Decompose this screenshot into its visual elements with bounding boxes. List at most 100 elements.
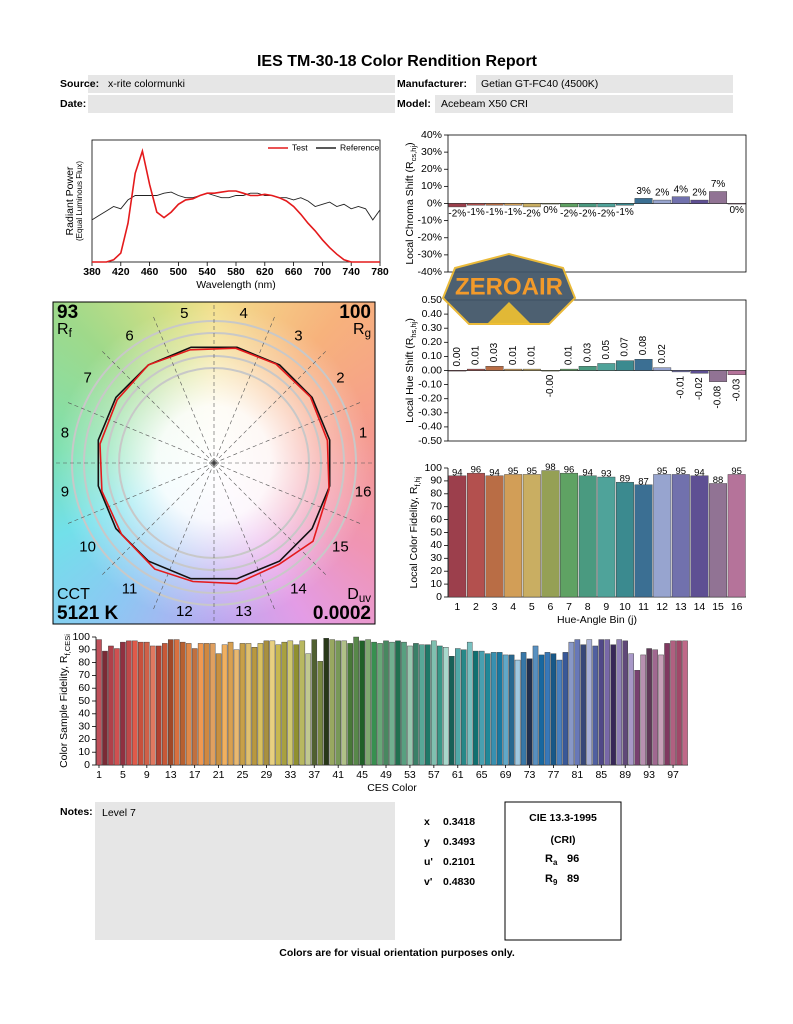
duv-value: 0.0002 <box>313 603 371 624</box>
value-label: 0.01 <box>508 345 519 365</box>
bar <box>144 641 150 766</box>
cri-symbol: R9 <box>545 873 558 887</box>
bar <box>560 472 579 598</box>
reference-polygon <box>97 346 331 580</box>
bar <box>640 654 646 766</box>
x-tick-label: 49 <box>380 769 392 781</box>
bar <box>371 641 377 766</box>
value-label: 93 <box>601 469 612 480</box>
bar <box>578 366 597 371</box>
chromaticity-value: 0.3418 <box>443 816 475 828</box>
x-tick-label: 45 <box>356 769 368 781</box>
bar <box>203 643 210 766</box>
duv-symbol: Duv <box>347 586 371 605</box>
bar <box>522 203 541 208</box>
value-label: 3% <box>636 186 651 197</box>
chromaticity-value: 0.2101 <box>443 856 475 868</box>
value-label: -1% <box>616 207 634 218</box>
x-tick-label: 2 <box>473 601 479 613</box>
text-part: Local Chroma Shift (R <box>404 161 416 265</box>
bar <box>161 643 168 766</box>
series-line <box>92 148 380 263</box>
bar <box>449 656 455 766</box>
field-label: Source: <box>60 78 99 90</box>
y-tick-label: 40% <box>421 129 442 141</box>
bar <box>653 474 672 598</box>
bar <box>347 643 353 766</box>
x-tick-label: 500 <box>170 266 188 278</box>
bin-boundary <box>66 462 215 525</box>
y-tick-label: 90 <box>78 644 90 656</box>
hue-bin-label: 16 <box>355 484 372 501</box>
bin-boundary <box>100 462 215 577</box>
bar <box>251 647 258 766</box>
x-tick-label: 93 <box>643 769 655 781</box>
bar <box>215 653 222 766</box>
y-tick-label: 90 <box>430 475 442 487</box>
y-tick-label: 0 <box>436 591 442 603</box>
value-label: 0.02 <box>657 344 668 364</box>
text-part: Local Hue Shift (R <box>404 337 416 423</box>
x-tick-label: 380 <box>83 266 101 278</box>
bin-boundary <box>152 462 215 611</box>
bar <box>671 196 690 204</box>
x-tick-label: 4 <box>510 601 516 613</box>
bar <box>709 370 728 382</box>
y-tick-label: 0.40 <box>422 308 443 320</box>
y-tick-label: 30 <box>430 552 442 564</box>
value-label: 96 <box>564 465 575 476</box>
x-tick-label: 580 <box>227 266 245 278</box>
bar <box>615 360 634 371</box>
bar <box>690 199 709 204</box>
x-tick-label: 8 <box>585 601 591 613</box>
bar <box>132 640 138 766</box>
bar <box>173 639 180 766</box>
bar <box>604 639 611 766</box>
bar <box>671 474 690 598</box>
value-label: 95 <box>731 466 742 477</box>
value-label: 87 <box>638 476 649 487</box>
bar <box>150 645 156 766</box>
value-label: 94 <box>452 467 463 478</box>
bar <box>443 647 449 766</box>
y-tick-label: 10 <box>78 746 90 758</box>
y-tick-label: -40% <box>417 266 442 278</box>
bar <box>671 370 690 373</box>
text-part: R <box>353 321 365 338</box>
bar <box>448 203 467 208</box>
notes-label: Notes: <box>60 806 93 818</box>
bar <box>96 639 102 766</box>
rg-value: 100 <box>339 302 371 323</box>
bar <box>478 650 485 766</box>
value-label: 2% <box>692 188 707 199</box>
value-label: 0.08 <box>638 335 649 355</box>
value-label: -1% <box>504 207 522 218</box>
bar <box>504 203 523 206</box>
value-label: 0.03 <box>582 342 593 362</box>
bar <box>179 641 186 766</box>
y-tick-label: 70 <box>78 669 90 681</box>
x-tick-label: 33 <box>284 769 296 781</box>
y-axis-label: (Equal Luminous Flux) <box>75 161 84 241</box>
chromaticity-label: y <box>424 836 430 848</box>
bar <box>227 641 234 766</box>
x-tick-label: 73 <box>524 769 536 781</box>
value-label: 0.00 <box>452 347 463 367</box>
bar <box>167 639 174 766</box>
value-label: 7% <box>711 179 726 190</box>
y-tick-label: -0.10 <box>418 378 442 390</box>
value-label: -0.03 <box>731 378 742 401</box>
y-tick-label: -10% <box>417 214 442 226</box>
hue-bin-label: 9 <box>61 484 69 501</box>
x-tick-label: 14 <box>694 601 706 613</box>
value-label: -2% <box>448 209 466 220</box>
value-label: -2% <box>597 209 615 220</box>
bar <box>317 661 324 766</box>
bar <box>209 643 216 766</box>
bar <box>727 474 746 598</box>
chromaticity-label: x <box>424 816 430 828</box>
bar <box>727 203 746 205</box>
hue-bin-label: 10 <box>79 538 96 555</box>
y-tick-label: 0.10 <box>422 350 443 362</box>
value-label: 94 <box>489 467 500 478</box>
